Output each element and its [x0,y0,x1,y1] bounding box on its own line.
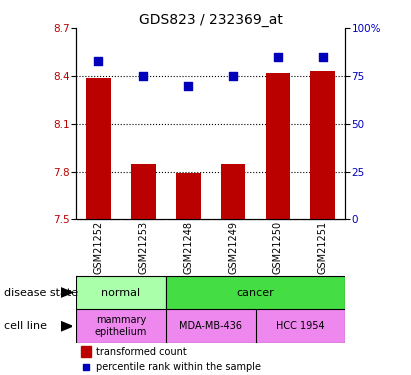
Text: cell line: cell line [4,321,47,331]
Text: disease state: disease state [4,288,78,297]
Bar [221,164,245,219]
Bar [266,73,290,219]
Text: mammary
epithelium: mammary epithelium [95,315,147,337]
Point [185,82,192,88]
Bar [86,78,111,219]
Bar [166,309,256,343]
Text: GSM21253: GSM21253 [139,221,148,274]
Text: GSM21251: GSM21251 [318,221,328,274]
Title: GDS823 / 232369_at: GDS823 / 232369_at [139,13,283,27]
Point [230,73,236,79]
Bar [166,276,345,309]
Point [95,58,102,64]
Text: MDA-MB-436: MDA-MB-436 [179,321,242,331]
Point [319,54,326,60]
Polygon shape [61,288,72,297]
Text: GSM21250: GSM21250 [273,221,283,274]
Text: transformed count: transformed count [96,347,187,357]
Text: normal: normal [102,288,141,297]
Text: HCC 1954: HCC 1954 [276,321,325,331]
Point [275,54,281,60]
Text: GSM21252: GSM21252 [93,221,104,274]
Text: percentile rank within the sample: percentile rank within the sample [96,362,261,372]
Point [83,364,89,370]
Point [140,73,147,79]
Bar [81,346,91,357]
Bar [176,173,201,219]
Text: GSM21249: GSM21249 [228,221,238,274]
Bar [131,164,156,219]
Bar [76,276,166,309]
Bar [256,309,345,343]
Text: GSM21248: GSM21248 [183,221,193,274]
Bar [310,71,335,219]
Text: cancer: cancer [237,288,275,297]
Bar [76,309,166,343]
Polygon shape [61,321,72,331]
